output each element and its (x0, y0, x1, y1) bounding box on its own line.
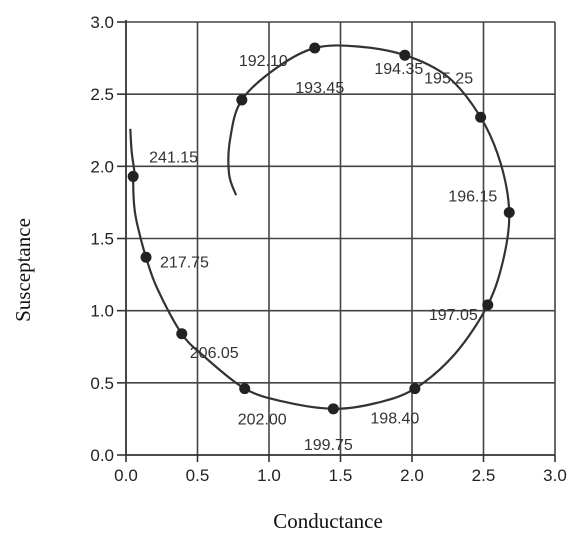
data-points (127, 42, 515, 415)
x-axis-title: Conductance (273, 509, 383, 533)
x-tick-label: 2.5 (472, 466, 496, 485)
admittance-curve (129, 44, 511, 410)
data-point (503, 207, 515, 219)
data-point (176, 328, 188, 340)
y-tick-label: 2.0 (90, 157, 114, 176)
data-point (236, 94, 248, 106)
data-point (327, 403, 339, 415)
point-label: 192.10 (239, 53, 288, 70)
data-point (309, 42, 321, 54)
point-label: 195.25 (424, 70, 473, 87)
data-point (475, 111, 487, 123)
point-label: 202.00 (238, 412, 287, 429)
x-tick-labels: 0.0 0.5 1.0 1.5 2.0 2.5 3.0 (114, 466, 567, 485)
x-tick-label: 1.0 (257, 466, 281, 485)
y-tick-label: 0.5 (90, 374, 114, 393)
y-tick-label: 1.5 (90, 230, 114, 249)
y-tick-label: 0.0 (90, 446, 114, 465)
point-label: 198.40 (370, 411, 419, 428)
point-label: 241.15 (149, 149, 198, 166)
x-tick-label: 1.5 (329, 466, 353, 485)
data-point (399, 49, 411, 61)
grid (126, 21, 556, 455)
x-tick-label: 2.0 (400, 466, 424, 485)
data-point (409, 383, 421, 395)
x-tick-label: 0.0 (114, 466, 138, 485)
point-labels: 241.15 217.75 206.05 202.00 199.75 198.40 197.… (149, 53, 497, 454)
point-label: 197.05 (429, 307, 478, 324)
point-label: 199.75 (304, 437, 353, 454)
data-point (140, 251, 152, 263)
axes (117, 20, 556, 462)
y-tick-label: 2.5 (90, 85, 114, 104)
x-tick-label: 3.0 (543, 466, 567, 485)
point-label: 206.05 (190, 345, 239, 362)
y-tick-labels: 0.0 0.5 1.0 1.5 2.0 2.5 3.0 (90, 13, 114, 465)
y-axis-title: Susceptance (11, 218, 35, 322)
x-tick-label: 0.5 (186, 466, 210, 485)
data-point (482, 299, 494, 311)
data-point (239, 383, 251, 395)
data-point (127, 170, 139, 182)
point-label: 217.75 (160, 254, 209, 271)
y-tick-label: 3.0 (90, 13, 114, 32)
point-label: 196.15 (448, 189, 497, 206)
y-tick-label: 1.0 (90, 302, 114, 321)
point-label: 193.45 (295, 80, 344, 97)
point-label: 194.35 (374, 61, 423, 78)
